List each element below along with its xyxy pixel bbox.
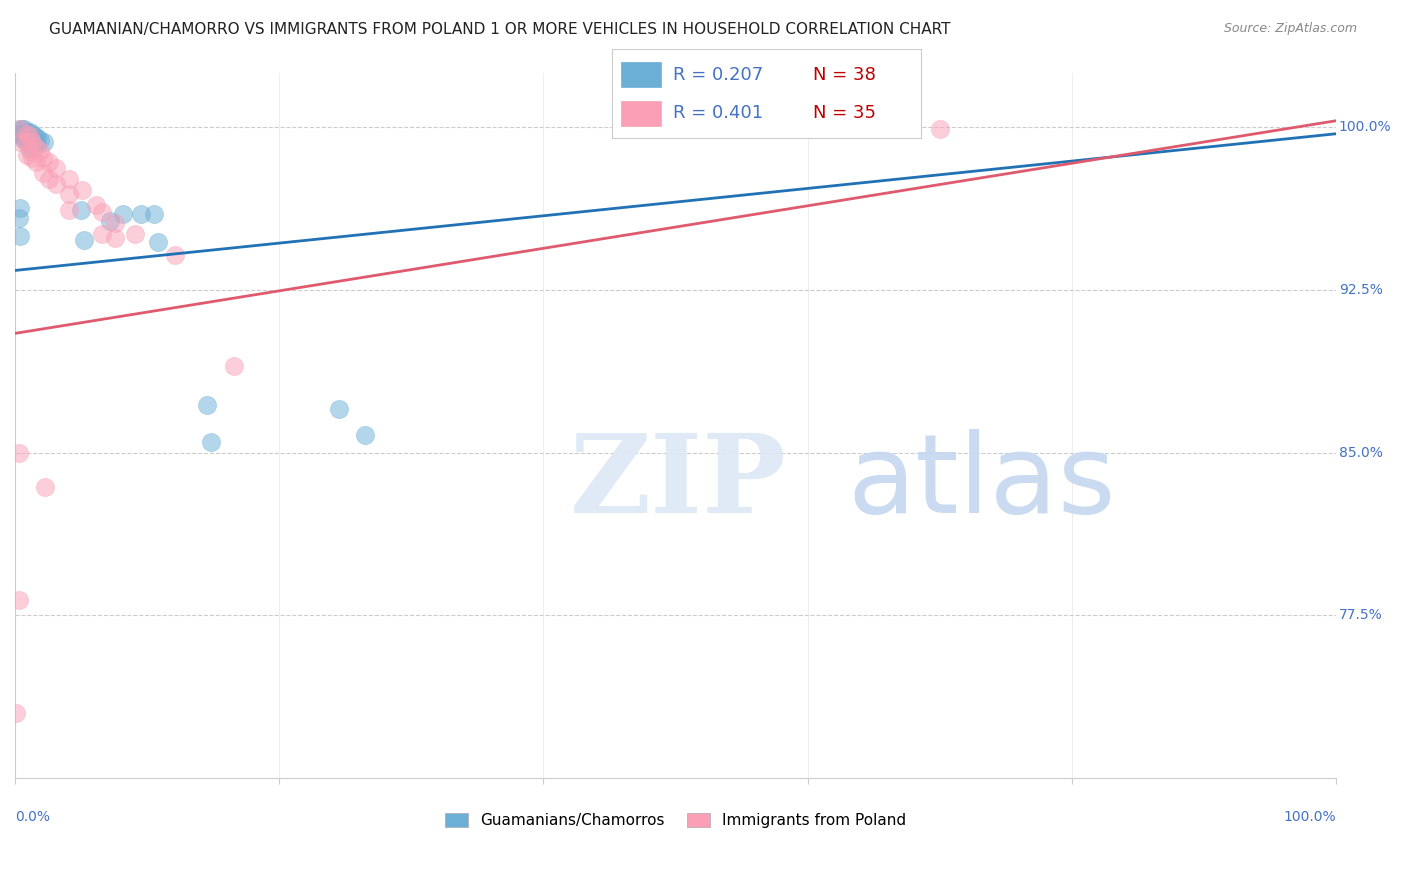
Text: ZIP: ZIP bbox=[569, 428, 786, 535]
Text: R = 0.207: R = 0.207 bbox=[673, 66, 763, 84]
Point bbox=[18, 142, 41, 156]
Point bbox=[24, 128, 46, 143]
Point bbox=[30, 133, 52, 147]
Point bbox=[27, 137, 49, 152]
Point bbox=[15, 136, 38, 150]
Point bbox=[8, 136, 31, 150]
Point bbox=[21, 127, 44, 141]
Point bbox=[72, 183, 94, 197]
Point bbox=[45, 161, 67, 176]
Point bbox=[354, 428, 377, 442]
Point bbox=[200, 434, 222, 449]
Point bbox=[928, 122, 950, 136]
Text: GUAMANIAN/CHAMORRO VS IMMIGRANTS FROM POLAND 1 OR MORE VEHICLES IN HOUSEHOLD COR: GUAMANIAN/CHAMORRO VS IMMIGRANTS FROM PO… bbox=[49, 22, 950, 37]
Point bbox=[73, 233, 96, 247]
Point bbox=[13, 127, 35, 141]
Text: atlas: atlas bbox=[848, 428, 1116, 535]
Point bbox=[58, 202, 80, 217]
Point bbox=[18, 144, 41, 158]
Point bbox=[142, 207, 165, 221]
Point bbox=[10, 122, 32, 136]
Point bbox=[18, 128, 41, 143]
Point bbox=[18, 128, 41, 143]
Point bbox=[124, 227, 146, 241]
Point bbox=[91, 205, 114, 219]
Point bbox=[25, 155, 48, 169]
Point bbox=[328, 402, 350, 417]
Point bbox=[21, 140, 44, 154]
Point bbox=[163, 248, 186, 262]
Point bbox=[45, 177, 67, 191]
Point bbox=[8, 228, 31, 243]
Point bbox=[27, 131, 49, 145]
Point bbox=[15, 127, 38, 141]
Point bbox=[15, 124, 38, 138]
Text: R = 0.401: R = 0.401 bbox=[673, 104, 763, 122]
Point bbox=[8, 127, 31, 141]
Text: N = 35: N = 35 bbox=[813, 104, 876, 122]
Point bbox=[21, 151, 44, 165]
Point bbox=[31, 166, 53, 180]
Text: Source: ZipAtlas.com: Source: ZipAtlas.com bbox=[1223, 22, 1357, 36]
Point bbox=[10, 128, 32, 143]
Point bbox=[91, 227, 114, 241]
Point bbox=[21, 133, 44, 147]
Point bbox=[15, 148, 38, 162]
Point bbox=[58, 187, 80, 202]
Point bbox=[6, 706, 28, 720]
Text: 85.0%: 85.0% bbox=[1339, 446, 1382, 459]
Point bbox=[15, 136, 38, 150]
FancyBboxPatch shape bbox=[621, 101, 661, 126]
Point bbox=[31, 151, 53, 165]
Point bbox=[25, 140, 48, 154]
Point bbox=[7, 593, 30, 607]
Point bbox=[15, 128, 38, 143]
Point bbox=[129, 207, 152, 221]
Text: 100.0%: 100.0% bbox=[1339, 120, 1392, 134]
Point bbox=[98, 213, 121, 227]
Point bbox=[38, 172, 60, 186]
Point bbox=[195, 398, 218, 412]
Point bbox=[32, 136, 55, 150]
Point bbox=[7, 122, 30, 136]
Point bbox=[146, 235, 169, 250]
Point bbox=[24, 136, 46, 150]
Point bbox=[13, 122, 35, 136]
Point bbox=[21, 136, 44, 150]
Point bbox=[18, 124, 41, 138]
Point bbox=[84, 198, 107, 212]
Point bbox=[38, 155, 60, 169]
Legend: Guamanians/Chamorros, Immigrants from Poland: Guamanians/Chamorros, Immigrants from Po… bbox=[439, 806, 912, 834]
Point bbox=[13, 133, 35, 147]
Text: 100.0%: 100.0% bbox=[1284, 810, 1336, 824]
FancyBboxPatch shape bbox=[621, 62, 661, 87]
Point bbox=[18, 136, 41, 150]
Point bbox=[7, 211, 30, 226]
Point bbox=[224, 359, 246, 373]
Point bbox=[34, 480, 56, 494]
Text: N = 38: N = 38 bbox=[813, 66, 876, 84]
Point bbox=[104, 216, 127, 230]
Point bbox=[7, 446, 30, 460]
Point bbox=[112, 207, 135, 221]
Text: 77.5%: 77.5% bbox=[1339, 608, 1382, 623]
Point bbox=[58, 172, 80, 186]
Text: 92.5%: 92.5% bbox=[1339, 283, 1382, 297]
Point bbox=[30, 144, 52, 158]
Point bbox=[70, 202, 93, 217]
Point bbox=[8, 122, 31, 136]
Point bbox=[8, 201, 31, 215]
Text: 0.0%: 0.0% bbox=[15, 810, 51, 824]
Point bbox=[104, 231, 127, 245]
